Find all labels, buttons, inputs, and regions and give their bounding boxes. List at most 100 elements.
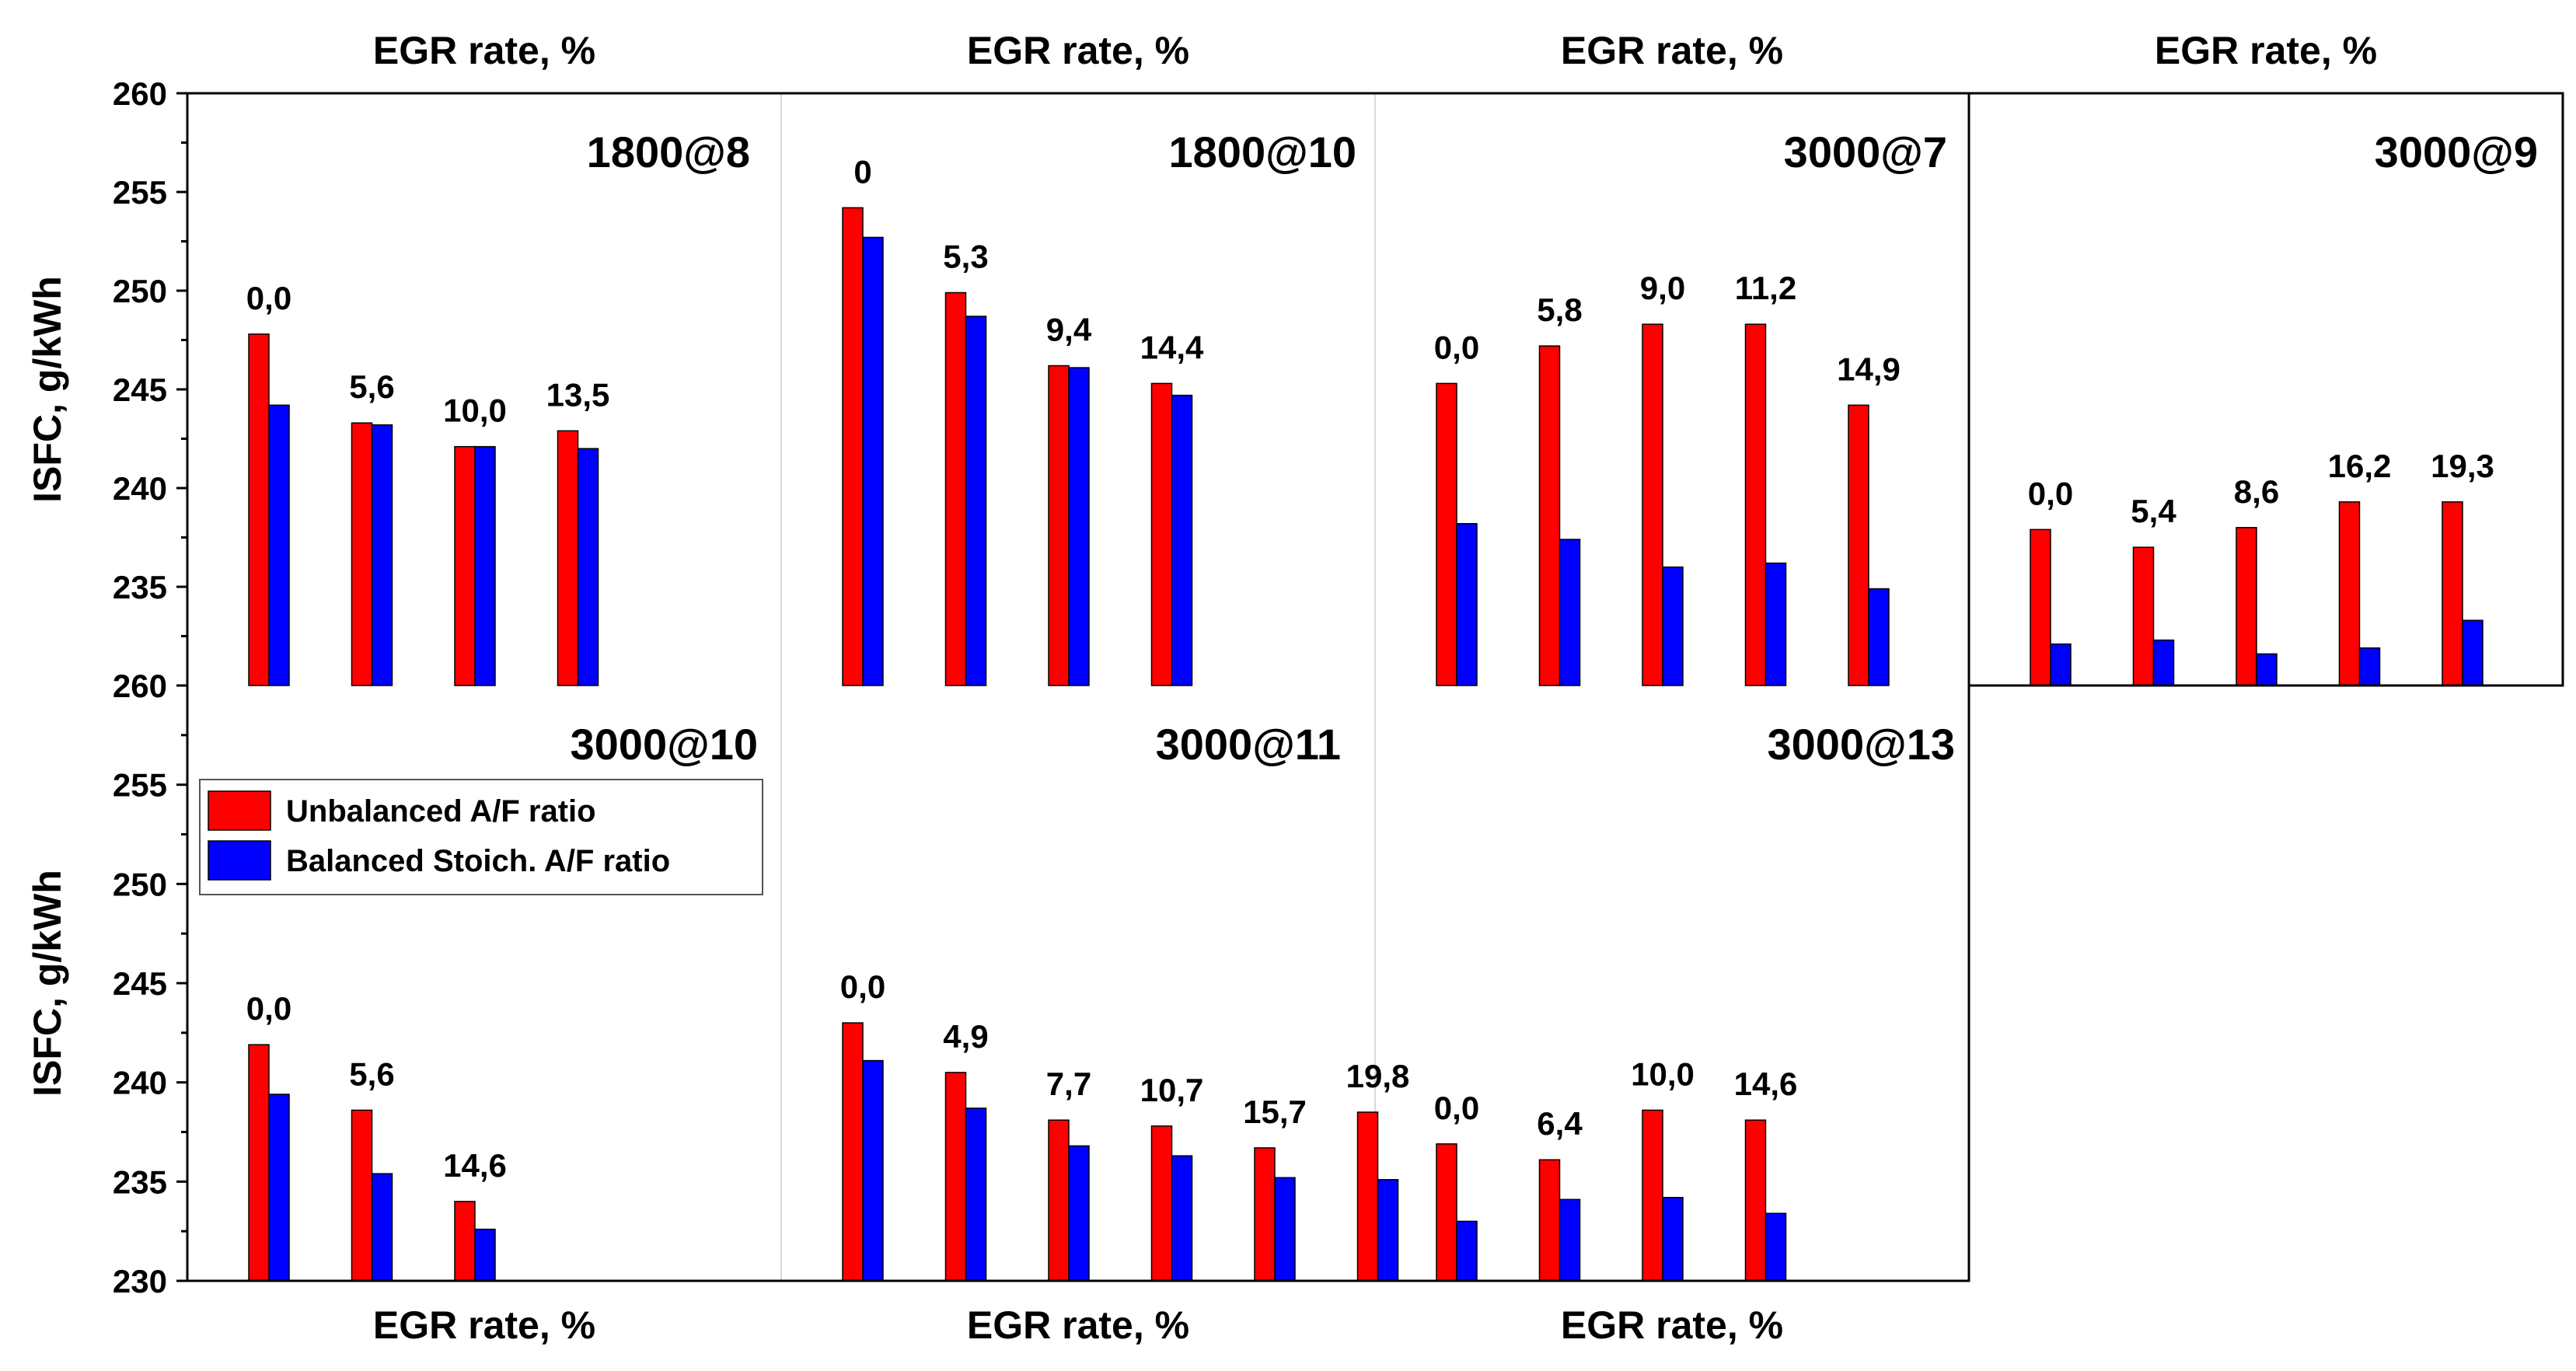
- panel-title: 1800@8: [587, 127, 750, 176]
- panel-3000@10: 3000@10 0,0 5,6 14,6 260 255 250 245 240 235 230 IS…: [26, 668, 782, 1299]
- legend: Unbalanced A/F ratio Balanced Stoich. A/F…: [199, 779, 763, 895]
- egr-rate-label: 14,4: [1140, 329, 1204, 365]
- panel-title: 3000@9: [2375, 127, 2538, 176]
- egr-rate-label: 9,0: [1640, 270, 1685, 306]
- egr-rate-label: 8,6: [2234, 473, 2279, 510]
- x-axis-title-bottom: EGR rate, %: [373, 1303, 595, 1347]
- y-axis-title: ISFC, g/kWh: [26, 276, 69, 503]
- egr-rate-label: 0,0: [1434, 329, 1479, 365]
- unbalanced-bar-3000@11-1: [944, 1072, 967, 1282]
- y-tick-label: 260: [113, 75, 167, 112]
- unbalanced-bar-3000@9-2: [2236, 527, 2257, 686]
- unbalanced-bar-3000@13-2: [1642, 1109, 1663, 1282]
- egr-rate-label: 0,0: [246, 990, 291, 1027]
- x-axis-title-bottom: EGR rate, %: [1561, 1303, 1783, 1347]
- unbalanced-bar-3000@7-2: [1642, 323, 1663, 686]
- y-tick-label: 260: [113, 668, 167, 704]
- balanced-bar-3000@9-1: [2152, 639, 2175, 686]
- unbalanced-bar-3000@11-5: [1356, 1111, 1379, 1282]
- balanced-bar-3000@13-2: [1662, 1197, 1684, 1282]
- egr-rate-label: 5,6: [349, 368, 394, 405]
- y-tick-label: 240: [113, 470, 167, 507]
- balanced-bar-3000@13-0: [1456, 1220, 1478, 1282]
- unbalanced-bar-3000@10-1: [351, 1109, 373, 1282]
- unbalanced-bar-1800@10-3: [1150, 382, 1173, 686]
- balanced-bar-3000@7-3: [1764, 562, 1787, 686]
- y-tick-label: 235: [113, 1163, 167, 1200]
- unbalanced-bar-3000@9-1: [2132, 546, 2155, 686]
- egr-rate-label: 0,0: [1434, 1090, 1479, 1126]
- egr-rate-label: 13,5: [546, 376, 610, 413]
- panel-3000@9-frame: [1967, 92, 2564, 687]
- egr-rate-label: 10,0: [443, 392, 507, 429]
- egr-rate-label: 14,6: [1734, 1066, 1798, 1102]
- unbalanced-bar-3000@13-0: [1436, 1143, 1457, 1282]
- y-tick-label: 255: [113, 174, 167, 211]
- egr-rate-label: 11,2: [1735, 270, 1796, 306]
- unbalanced-bar-3000@7-4: [1848, 404, 1869, 686]
- x-axis-title-bottom: EGR rate, %: [967, 1303, 1189, 1347]
- egr-rate-label: 10,7: [1140, 1072, 1204, 1108]
- balanced-bar-3000@11-4: [1274, 1177, 1296, 1282]
- egr-rate-label: 0: [853, 153, 871, 190]
- balanced-bar-3000@11-1: [965, 1108, 987, 1282]
- balanced-bar-1800@8-2: [474, 445, 496, 686]
- balanced-bar-3000@10-2: [474, 1228, 496, 1282]
- balanced-bar-3000@9-0: [2050, 643, 2072, 686]
- balanced-bar-3000@9-4: [2462, 619, 2484, 686]
- unbalanced-bar-1800@10-0: [842, 207, 864, 686]
- balanced-bar-1800@10-2: [1068, 367, 1090, 686]
- y-tick-label: 235: [113, 569, 167, 605]
- balanced-bar-1800@10-1: [965, 316, 987, 686]
- egr-rate-label: 10,0: [1631, 1055, 1695, 1092]
- balanced-bar-3000@9-2: [2256, 653, 2278, 686]
- y-tick-label: 250: [113, 273, 167, 309]
- panel-title: 3000@10: [571, 720, 758, 769]
- unbalanced-bar-3000@11-4: [1254, 1147, 1276, 1282]
- panel-3000@13: 3000@13 0,0 6,4 10,0 14,6: [1434, 686, 1970, 1282]
- unbalanced-bar-3000@11-3: [1150, 1125, 1173, 1282]
- plot-frame: [186, 92, 1970, 1282]
- panel-1800@10: 1800@10 0 5,3 9,4 14,4: [842, 93, 1376, 686]
- balanced-bar-3000@11-3: [1171, 1155, 1193, 1282]
- unbalanced-bar-3000@9-0: [2030, 529, 2051, 686]
- balanced-bar-3000@11-5: [1377, 1179, 1399, 1282]
- egr-rate-label: 0,0: [246, 280, 291, 316]
- y-axis-title: ISFC, g/kWh: [26, 870, 69, 1097]
- balanced-bar-1800@10-3: [1171, 394, 1193, 686]
- x-axis-title-top: EGR rate, %: [2155, 29, 2377, 72]
- balanced-bar-3000@7-4: [1868, 588, 1890, 686]
- legend-swatch: [208, 840, 271, 881]
- unbalanced-bar-1800@10-2: [1048, 365, 1070, 686]
- balanced-bar-1800@10-0: [862, 236, 884, 686]
- y-tick-label: 230: [113, 1263, 167, 1299]
- x-axis-title-top: EGR rate, %: [373, 29, 595, 72]
- unbalanced-bar-3000@10-0: [248, 1044, 270, 1282]
- unbalanced-bar-3000@11-0: [842, 1022, 864, 1282]
- y-tick-label: 240: [113, 1065, 167, 1101]
- panel-3000@7: 3000@7 0,0 5,8 9,0 11,2 14,9: [1434, 93, 1970, 686]
- unbalanced-bar-3000@11-2: [1048, 1119, 1070, 1282]
- unbalanced-bar-1800@8-2: [454, 445, 476, 686]
- balanced-bar-3000@7-1: [1559, 539, 1581, 686]
- unbalanced-bar-3000@9-4: [2442, 501, 2463, 686]
- x-axis-title-top: EGR rate, %: [1561, 29, 1783, 72]
- y-tick-label: 255: [113, 767, 167, 804]
- egr-rate-label: 14,9: [1837, 351, 1901, 387]
- legend-label: Unbalanced A/F ratio: [286, 794, 596, 829]
- egr-rate-label: 15,7: [1243, 1094, 1307, 1130]
- y-tick-label: 250: [113, 866, 167, 902]
- balanced-bar-3000@9-3: [2358, 647, 2381, 686]
- egr-rate-label: 0,0: [2028, 475, 2073, 511]
- legend-swatch: [208, 790, 271, 831]
- egr-rate-label: 0,0: [840, 968, 885, 1005]
- egr-rate-label: 19,3: [2431, 448, 2494, 484]
- balanced-bar-3000@10-1: [371, 1173, 393, 1282]
- egr-rate-label: 5,4: [2131, 493, 2176, 529]
- legend-label: Balanced Stoich. A/F ratio: [286, 844, 670, 878]
- panel-title: 3000@13: [1768, 720, 1955, 769]
- panel-3000@11: 3000@11 0,0 4,9 7,7 10,7 15,7 19,8: [840, 686, 1409, 1282]
- panel-title: 3000@11: [1156, 720, 1341, 769]
- balanced-bar-1800@8-3: [577, 448, 599, 686]
